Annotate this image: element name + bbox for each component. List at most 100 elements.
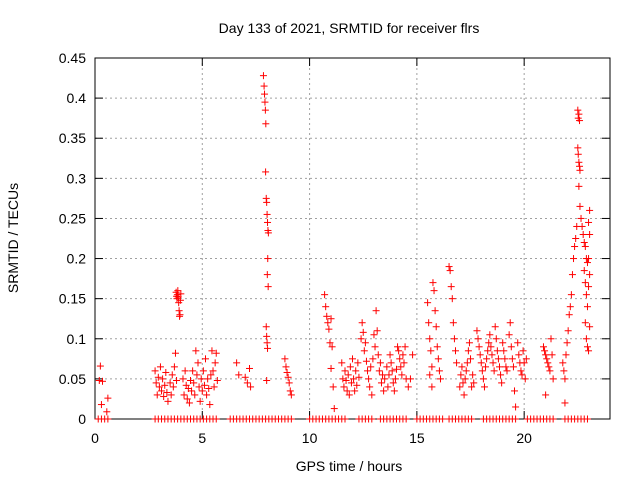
- data-point: [428, 363, 436, 371]
- data-point: [549, 375, 557, 383]
- data-point: [586, 230, 594, 238]
- data-point: [433, 343, 441, 351]
- data-point: [541, 347, 549, 355]
- data-point: [180, 391, 188, 399]
- data-point: [197, 375, 205, 383]
- data-point: [577, 214, 585, 222]
- data-point: [571, 243, 579, 251]
- data-point: [453, 359, 461, 367]
- data-point: [492, 335, 500, 343]
- data-point: [262, 120, 270, 128]
- data-point: [570, 255, 578, 263]
- data-point: [349, 355, 356, 363]
- data-point: [428, 383, 436, 391]
- data-point: [351, 387, 359, 395]
- data-point: [324, 319, 332, 327]
- data-point: [582, 335, 590, 343]
- data-point: [261, 98, 269, 106]
- data-point: [263, 210, 271, 218]
- data-point: [375, 367, 383, 375]
- data-point: [572, 235, 580, 242]
- y-tick-label: 0.25: [59, 210, 86, 226]
- data-point: [473, 327, 481, 335]
- data-point: [512, 415, 520, 423]
- data-point: [498, 379, 506, 387]
- data-point: [562, 351, 570, 359]
- y-tick-label: 0.3: [67, 170, 87, 186]
- data-point: [478, 367, 486, 375]
- data-point: [190, 379, 198, 387]
- data-point: [192, 347, 200, 355]
- data-point: [162, 368, 170, 376]
- data-point: [549, 415, 557, 423]
- data-point: [563, 339, 571, 347]
- data-point: [574, 144, 582, 152]
- data-point: [202, 355, 210, 363]
- data-point: [207, 371, 215, 379]
- data-point: [586, 271, 594, 279]
- data-point: [338, 359, 346, 367]
- data-point: [205, 385, 213, 393]
- data-point: [561, 399, 569, 407]
- data-point: [574, 106, 582, 114]
- data-point: [198, 387, 206, 395]
- data-point: [576, 117, 584, 125]
- data-point: [345, 391, 353, 399]
- data-point: [581, 243, 589, 251]
- data-point: [460, 391, 468, 399]
- data-point: [390, 387, 398, 395]
- data-point: [195, 383, 203, 391]
- data-point: [174, 287, 182, 295]
- data-point: [489, 359, 497, 367]
- data-point: [263, 271, 271, 279]
- data-point: [483, 355, 491, 363]
- data-point: [260, 82, 268, 90]
- x-tick-label: 15: [409, 430, 425, 446]
- data-point: [261, 106, 269, 114]
- data-point: [104, 415, 112, 423]
- data-point: [391, 375, 399, 383]
- data-point: [435, 367, 443, 375]
- data-point: [104, 394, 112, 402]
- data-point: [287, 415, 295, 423]
- data-point: [470, 379, 478, 387]
- data-point: [191, 391, 199, 399]
- data-point: [425, 319, 433, 327]
- data-point: [585, 283, 593, 291]
- data-point: [173, 376, 181, 384]
- data-point: [585, 347, 593, 355]
- data-point: [330, 405, 338, 413]
- data-point: [203, 391, 211, 399]
- data-point: [508, 355, 516, 363]
- data-point: [339, 375, 347, 383]
- data-point: [325, 325, 333, 333]
- data-point: [189, 367, 197, 375]
- data-point: [448, 295, 456, 303]
- data-point: [461, 375, 469, 383]
- data-point: [406, 375, 414, 383]
- data-point: [432, 323, 440, 331]
- y-tick-label: 0.2: [67, 251, 87, 267]
- data-point: [559, 359, 567, 367]
- ticks: [94, 57, 610, 420]
- data-point: [204, 375, 212, 383]
- data-point: [235, 371, 243, 379]
- data-point: [468, 383, 476, 391]
- data-point: [373, 327, 381, 335]
- data-point: [196, 397, 204, 405]
- data-point: [463, 359, 471, 367]
- data-point: [151, 367, 159, 375]
- data-point: [368, 415, 376, 423]
- data-point: [397, 363, 405, 371]
- data-point: [262, 168, 270, 176]
- data-point: [359, 328, 367, 336]
- data-point: [177, 290, 185, 298]
- data-point: [447, 283, 455, 291]
- data-point: [457, 371, 465, 379]
- y-tick-label: 0.45: [59, 50, 86, 66]
- data-point: [211, 359, 219, 367]
- data-point: [103, 408, 111, 416]
- data-point: [209, 367, 217, 375]
- data-point: [171, 349, 179, 357]
- data-point: [352, 367, 360, 375]
